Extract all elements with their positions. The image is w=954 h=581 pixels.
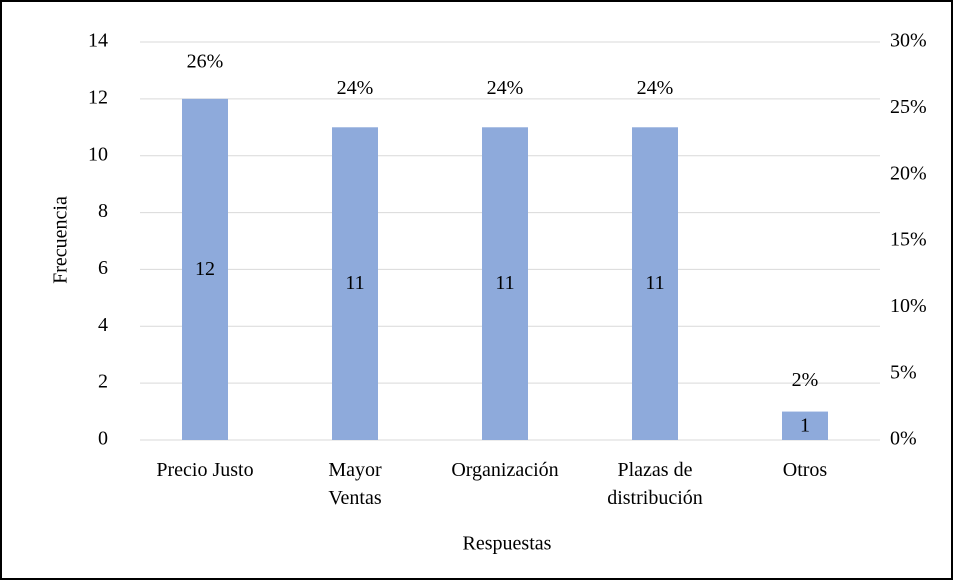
y2-tick-label: 5% [890,361,917,383]
y-tick-label: 12 [88,86,108,108]
y-axis-title: Frecuencia [50,196,72,284]
bar-value-label: 11 [495,272,514,294]
percent-label: 24% [337,77,374,99]
y-tick-label: 6 [98,257,108,279]
y-tick-label: 10 [88,143,108,165]
percent-label: 26% [187,51,224,73]
x-axis-title: Respuestas [463,533,552,555]
y-tick-label: 0 [98,428,108,450]
bar-value-label: 1 [800,414,810,436]
y-tick-label: 8 [98,200,108,222]
y-tick-label: 2 [98,371,108,393]
y-tick-label: 4 [98,314,108,336]
bar [482,127,528,441]
bar-value-label: 11 [645,272,664,294]
percent-label: 24% [637,77,674,99]
y2-tick-label: 30% [890,30,927,52]
bar [182,98,228,440]
y2-tick-label: 10% [890,295,927,317]
bar [632,127,678,441]
y2-tick-label: 15% [890,229,927,251]
percent-label: 24% [487,77,524,99]
percent-label: 2% [792,369,819,391]
y2-tick-label: 0% [890,428,917,450]
bar [782,411,828,440]
x-tick-label: Organización [451,459,559,481]
y2-tick-label: 25% [890,96,927,118]
x-tick-label: Plazas de distribución [607,459,703,509]
x-tick-label: Mayor Ventas [328,459,382,509]
bar [332,127,378,441]
bar-value-label: 11 [345,272,364,294]
y2-tick-label: 20% [890,162,927,184]
bar-value-label: 12 [195,258,215,280]
x-tick-label: Precio Justo [156,459,254,481]
x-tick-label: Otros [782,459,828,481]
y-tick-label: 14 [88,30,108,52]
